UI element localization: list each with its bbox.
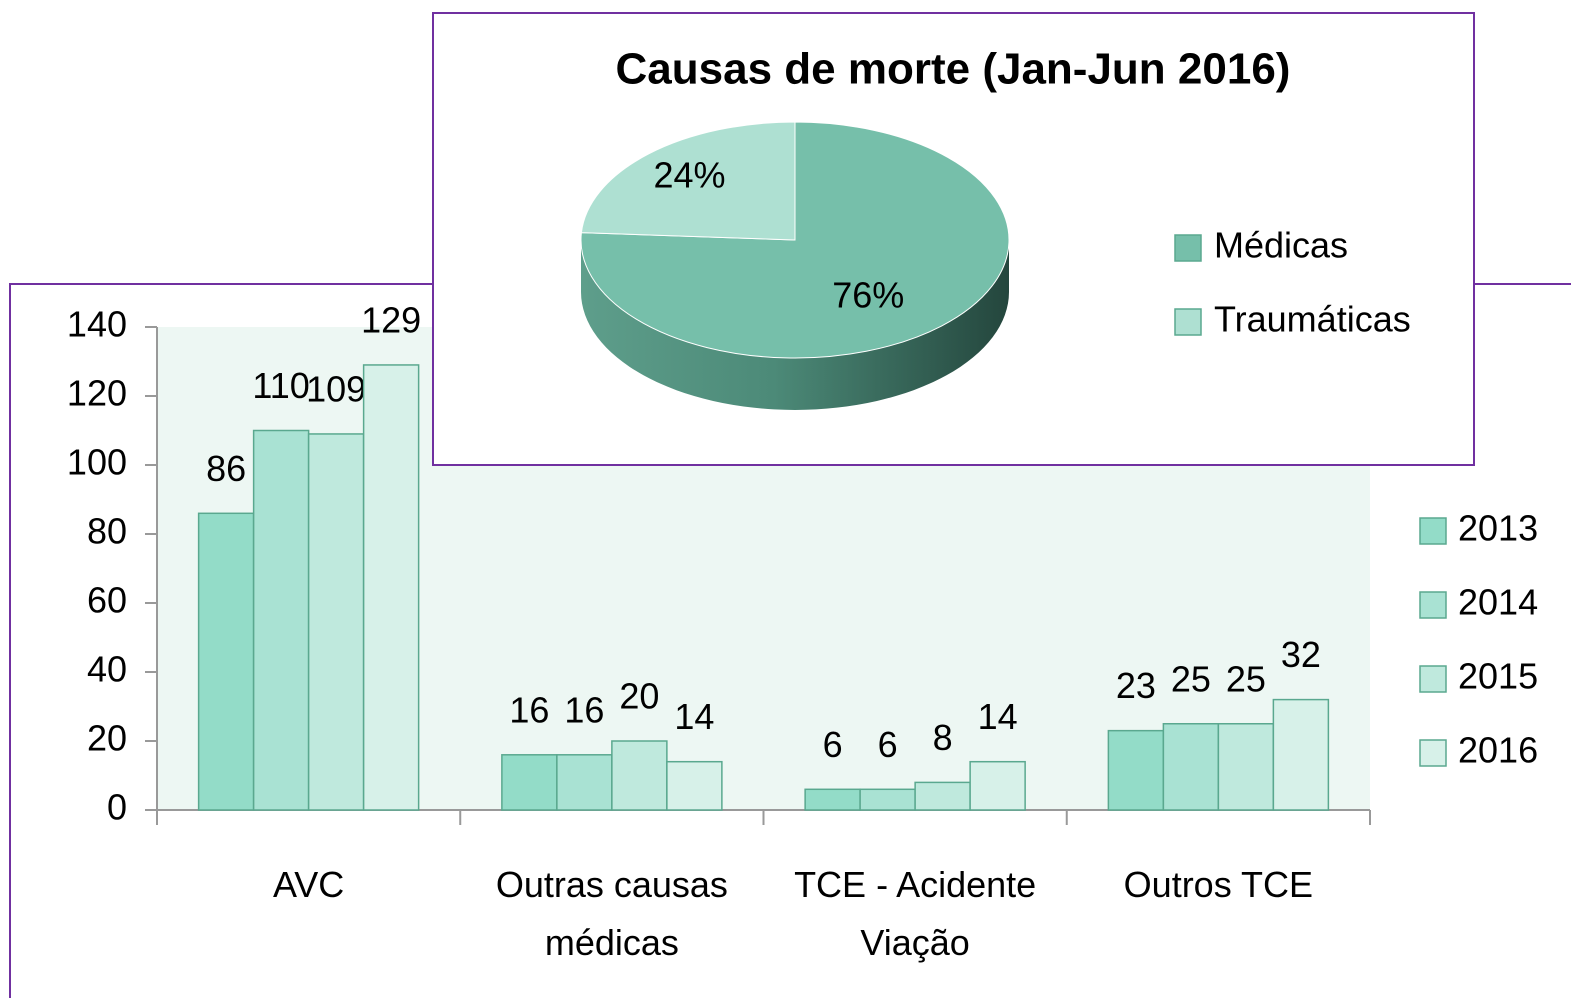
data-label: 110 bbox=[252, 365, 309, 406]
legend-swatch bbox=[1419, 739, 1447, 767]
y-tick-label: 20 bbox=[87, 718, 127, 759]
bar bbox=[556, 754, 613, 811]
data-label: 6 bbox=[823, 724, 843, 765]
legend-swatch bbox=[1419, 665, 1447, 693]
data-label: 20 bbox=[619, 676, 659, 717]
x-tick-label: TCE - Acidente Viação bbox=[794, 864, 1037, 963]
data-label: 24% bbox=[653, 155, 725, 196]
bar bbox=[666, 760, 723, 811]
data-label: 16 bbox=[564, 689, 604, 730]
legend-swatch bbox=[1174, 234, 1202, 262]
data-label: 8 bbox=[933, 717, 953, 758]
y-tick-label: 40 bbox=[87, 649, 127, 690]
data-label: 23 bbox=[1116, 665, 1156, 706]
x-tick-label: Outras causas médicas bbox=[495, 864, 728, 963]
y-tick-label: 100 bbox=[67, 442, 127, 483]
bar bbox=[307, 433, 365, 811]
y-tick-label: 140 bbox=[67, 304, 127, 345]
legend-swatch bbox=[1174, 308, 1202, 336]
data-label: 25 bbox=[1226, 658, 1266, 699]
pie-slice bbox=[580, 121, 796, 241]
bar bbox=[804, 788, 861, 811]
pie-slice bbox=[580, 121, 1010, 359]
data-label: 14 bbox=[674, 696, 714, 737]
pie-side bbox=[581, 240, 1009, 410]
legend-label: 2016 bbox=[1458, 730, 1538, 771]
legend-label: Médicas bbox=[1214, 225, 1348, 266]
legend-label: 2015 bbox=[1458, 656, 1538, 697]
bar bbox=[197, 512, 255, 811]
x-tick-label: Outros TCE bbox=[1123, 864, 1314, 905]
bar bbox=[1107, 729, 1165, 811]
bar bbox=[1272, 698, 1330, 811]
x-tick-label: AVC bbox=[272, 864, 345, 905]
y-tick-label: 80 bbox=[87, 511, 127, 552]
bar bbox=[501, 754, 558, 811]
y-tick-label: 120 bbox=[67, 373, 127, 414]
data-label: 14 bbox=[978, 696, 1018, 737]
data-label: 6 bbox=[878, 724, 898, 765]
chart-title: Causas de morte (Jan-Jun 2016) bbox=[616, 45, 1291, 94]
data-label: 25 bbox=[1171, 658, 1211, 699]
data-label: 76% bbox=[832, 275, 904, 316]
bar bbox=[1217, 723, 1275, 811]
data-label: 16 bbox=[509, 689, 549, 730]
data-label: 109 bbox=[306, 368, 366, 409]
y-tick-label: 0 bbox=[107, 787, 127, 828]
legend-swatch bbox=[1419, 517, 1447, 545]
data-label: 32 bbox=[1281, 634, 1321, 675]
y-tick-label: 60 bbox=[87, 580, 127, 621]
legend-label: Traumáticas bbox=[1214, 299, 1411, 340]
bar bbox=[611, 740, 668, 811]
bar bbox=[362, 364, 420, 811]
bar bbox=[914, 781, 971, 811]
bar bbox=[969, 760, 1026, 811]
legend-label: 2014 bbox=[1458, 582, 1538, 623]
legend-swatch bbox=[1419, 591, 1447, 619]
legend-label: 2013 bbox=[1458, 508, 1538, 549]
bar bbox=[1162, 723, 1220, 811]
bar bbox=[252, 429, 310, 811]
data-label: 86 bbox=[206, 448, 246, 489]
bar bbox=[859, 788, 916, 811]
data-label: 129 bbox=[361, 299, 421, 340]
